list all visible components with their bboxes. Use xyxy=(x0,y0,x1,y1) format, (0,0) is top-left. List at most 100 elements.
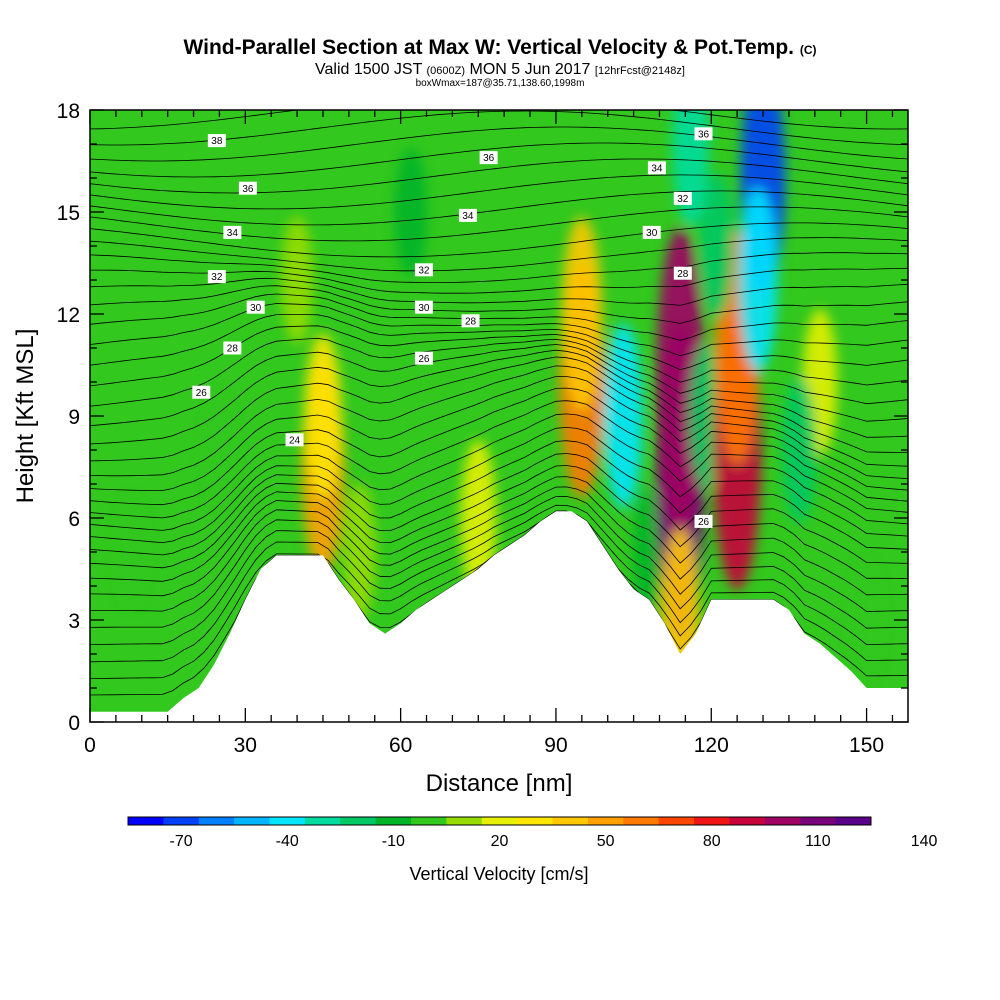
contour-label-text: 30 xyxy=(250,303,262,314)
theta-contour-11 xyxy=(90,413,908,531)
theta-contour-23 xyxy=(90,293,908,341)
colorbar-tick-label: -70 xyxy=(170,833,193,850)
x-tick-label: 90 xyxy=(544,734,567,757)
theta-contour-13 xyxy=(90,387,908,506)
contour-label-text: 38 xyxy=(211,136,223,147)
theta-contour-2 xyxy=(90,510,908,663)
velocity-cell-24 xyxy=(851,560,883,680)
x-axis: 0 30 60 90 120 150 xyxy=(84,110,894,757)
contour-label-text: 26 xyxy=(418,354,430,365)
y-tick-label: 12 xyxy=(57,304,80,327)
theta-contour-27 xyxy=(90,252,908,283)
colorbar-swatch xyxy=(375,817,412,825)
contour-label-text: 32 xyxy=(677,194,689,205)
theta-contour-labels: 38 36 34 32 30 28 26 24 32 30 28 26 36 34 34 32 30 28 36 26 xyxy=(192,127,713,528)
x-axis-label: Distance [nm] xyxy=(426,770,573,797)
theta-contour-4 xyxy=(90,495,908,628)
colorbar-swatch xyxy=(835,817,872,825)
theta-contour-18 xyxy=(90,344,908,427)
contour-label-19: 26 xyxy=(694,514,713,528)
colorbar-swatch xyxy=(658,817,695,825)
contour-label-17: 28 xyxy=(673,266,692,280)
colorbar-swatch xyxy=(800,817,837,825)
colorbar-tick-label: 80 xyxy=(703,833,721,850)
colorbar-swatch xyxy=(446,817,483,825)
contour-label-text: 28 xyxy=(677,269,689,280)
theta-contour-5 xyxy=(90,486,908,612)
velocity-cell-17 xyxy=(738,187,778,373)
y-tick-label: 9 xyxy=(68,406,80,429)
colorbar-swatch xyxy=(411,817,447,825)
contour-label-text: 26 xyxy=(698,517,710,528)
x-tick-label: 120 xyxy=(694,734,729,757)
theta-contour-22 xyxy=(90,303,908,357)
y-axis-label: Height [Kft MSL] xyxy=(12,329,39,504)
y-tick-label: 15 xyxy=(57,202,80,225)
theta-contour-8 xyxy=(90,453,908,569)
contour-label-2: 34 xyxy=(223,225,242,239)
colorbar-swatch xyxy=(304,817,341,825)
contour-label-text: 26 xyxy=(196,388,208,399)
contour-label-13: 34 xyxy=(458,208,477,222)
theta-contour-3 xyxy=(90,504,908,645)
theta-contour-9 xyxy=(90,440,908,556)
theta-contour-33 xyxy=(90,158,908,194)
theta-contour-7 xyxy=(90,465,908,582)
contour-label-0: 38 xyxy=(207,134,226,147)
contour-label-18: 36 xyxy=(694,127,713,140)
colorbar-swatch xyxy=(623,817,660,825)
plot-area: 38 36 34 32 30 28 26 24 32 30 28 26 36 34 34 32 30 28 36 26 xyxy=(90,110,908,722)
theta-contour-10 xyxy=(90,426,908,544)
velocity-cell-5 xyxy=(460,439,497,597)
colorbar-swatch xyxy=(198,817,235,825)
colorbar-tick-label: 20 xyxy=(491,833,509,850)
colorbar-swatch xyxy=(340,817,377,825)
colorbar: -70 -40 -10 20 50 80 110 140 xyxy=(127,816,938,850)
y-tick-label: 18 xyxy=(57,100,80,123)
contour-label-4: 30 xyxy=(246,300,265,314)
contour-label-14: 34 xyxy=(647,161,666,174)
colorbar-swatch xyxy=(764,817,801,825)
colorbar-swatch xyxy=(128,817,164,825)
colorbar-swatch xyxy=(481,817,518,825)
contour-label-text: 30 xyxy=(646,228,658,239)
valid-date: MON 5 Jun 2017 xyxy=(469,61,591,78)
contour-label-text: 36 xyxy=(698,129,710,140)
contour-label-text: 28 xyxy=(465,316,477,327)
contour-label-16: 30 xyxy=(642,225,661,239)
velocity-cell-18 xyxy=(699,172,734,320)
velocity-cell-23 xyxy=(281,216,314,344)
x-tick-label: 0 xyxy=(84,734,96,757)
theta-contour-28 xyxy=(90,237,908,272)
theta-contour-31 xyxy=(90,190,908,226)
theta-contour-6 xyxy=(90,476,908,597)
theta-contour-15 xyxy=(90,365,908,477)
theta-contour-24 xyxy=(90,285,908,324)
contour-label-5: 28 xyxy=(223,341,242,355)
colorbar-swatch xyxy=(234,817,271,825)
contour-label-text: 28 xyxy=(227,344,239,355)
valid-time: Valid 1500 JST xyxy=(315,61,423,78)
colorbar-swatch xyxy=(552,817,589,825)
contour-label-text: 34 xyxy=(651,163,663,174)
colorbar-tick-label: 50 xyxy=(597,833,615,850)
colorbar-tick-label: 140 xyxy=(911,833,938,850)
forecast-info: [12hrFcst@2148z] xyxy=(594,65,685,77)
colorbar-swatch xyxy=(587,817,624,825)
colorbar-swatch xyxy=(517,817,554,825)
theta-contour-34 xyxy=(90,142,908,178)
x-tick-label: 150 xyxy=(849,734,884,757)
contour-label-3: 32 xyxy=(207,270,226,283)
contour-label-15: 32 xyxy=(673,191,692,205)
theta-contour-25 xyxy=(90,277,908,306)
contour-label-9: 30 xyxy=(414,300,433,314)
contour-label-11: 26 xyxy=(414,351,433,365)
velocity-cell-1 xyxy=(204,395,235,505)
theta-contour-26 xyxy=(90,267,908,294)
y-tick-label: 3 xyxy=(68,610,80,633)
velocity-cell-7 xyxy=(561,216,602,412)
theta-contour-36 xyxy=(90,110,908,146)
colorbar-swatch xyxy=(269,817,306,825)
